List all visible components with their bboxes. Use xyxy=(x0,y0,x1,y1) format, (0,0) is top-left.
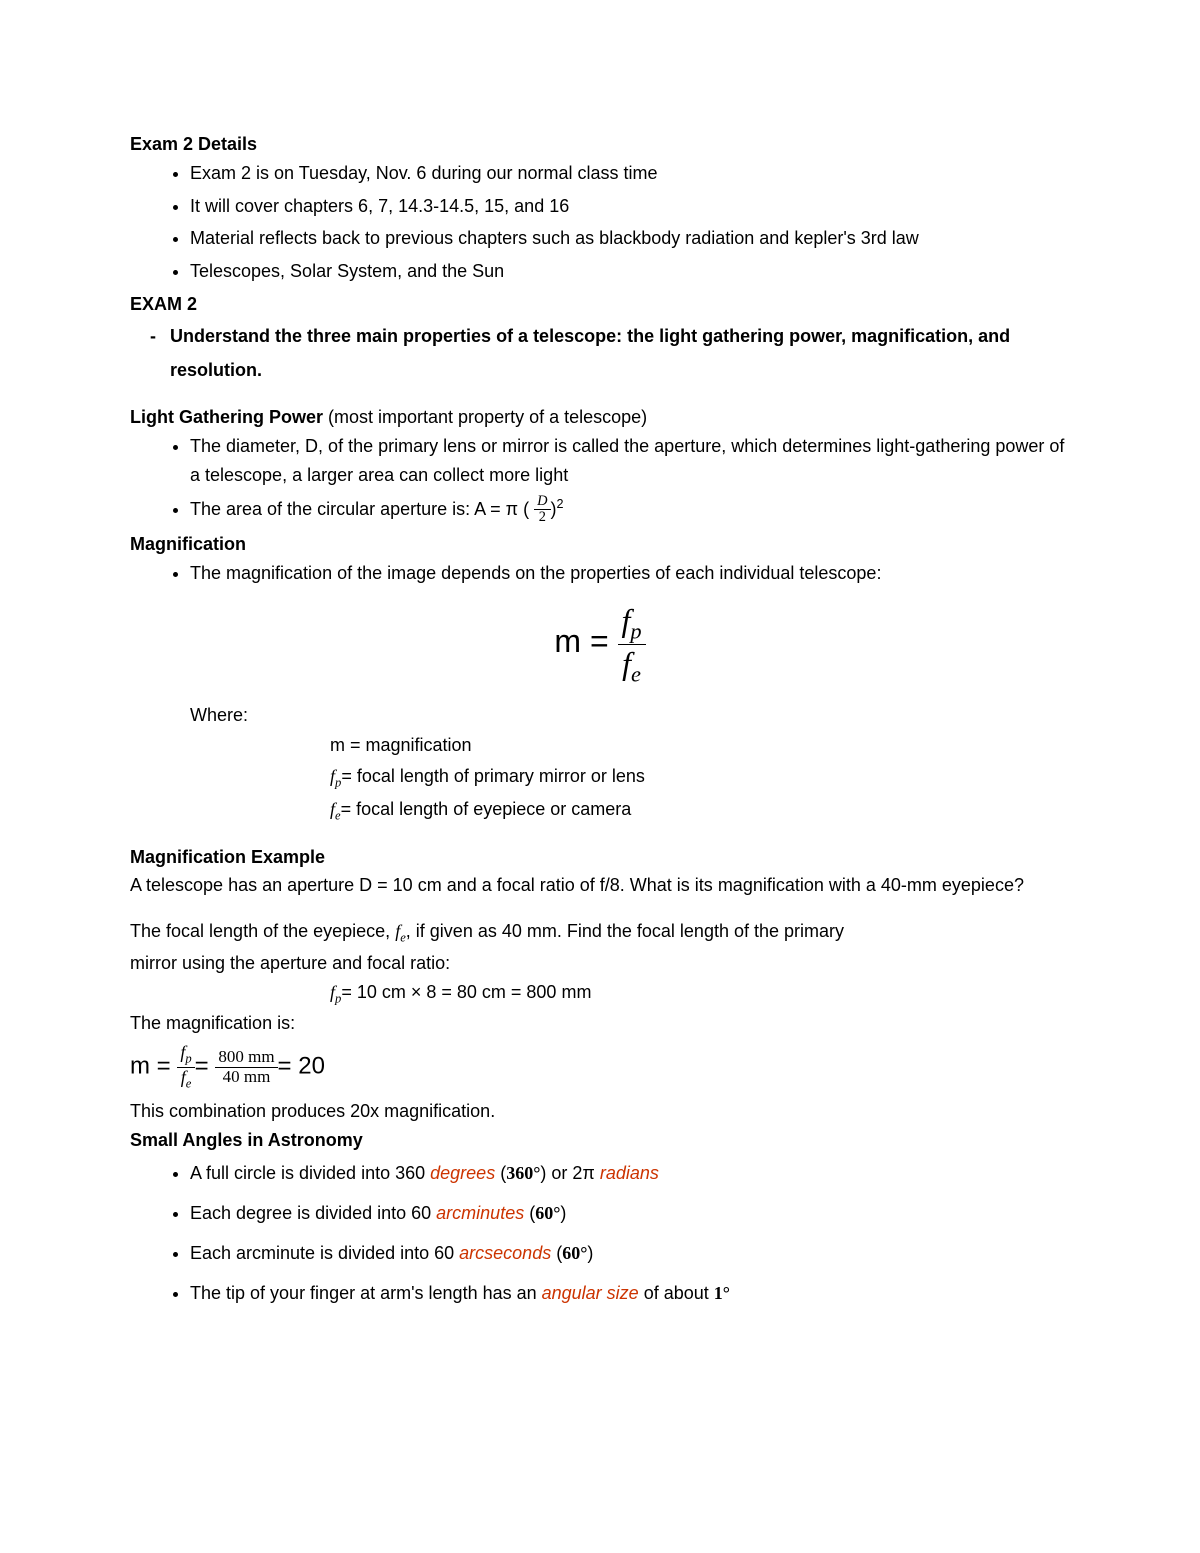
eq-m: m = xyxy=(130,1053,177,1080)
sub-p: p xyxy=(185,1052,191,1066)
mag-item: The magnification of the image depends o… xyxy=(190,559,1070,588)
heading-lgp-row: Light Gathering Power (most important pr… xyxy=(130,403,1070,432)
t: ) or 2π xyxy=(540,1163,599,1183)
val-60: 60° xyxy=(562,1243,587,1263)
heading-exam2: EXAM 2 xyxy=(130,290,1070,319)
eq-f: f xyxy=(622,645,631,681)
angles-list: A full circle is divided into 360 degree… xyxy=(130,1155,1070,1311)
example-calc: fp= 10 cm × 8 = 80 cm = 800 mm xyxy=(130,978,1070,1009)
ex-den1: fe xyxy=(177,1068,194,1091)
def-fe: fe= focal length of eyepiece or camera xyxy=(130,794,1070,827)
document-page: Exam 2 Details Exam 2 is on Tuesday, Nov… xyxy=(0,0,1200,1553)
example-step2: mirror using the aperture and focal rati… xyxy=(130,949,1070,978)
angle-item: The tip of your finger at arm's length h… xyxy=(190,1275,1070,1311)
angle-item: Each arcminute is divided into 60 arcsec… xyxy=(190,1235,1070,1271)
t: A full circle is divided into 360 xyxy=(190,1163,430,1183)
detail-item: Material reflects back to previous chapt… xyxy=(190,224,1070,253)
heading-exam2-details: Exam 2 Details xyxy=(130,130,1070,159)
val-360: 360° xyxy=(506,1163,540,1183)
magnification-equation: m = fpfe xyxy=(130,602,1070,687)
angle-item: Each degree is divided into 60 arcminute… xyxy=(190,1195,1070,1231)
example-question: A telescope has an aperture D = 10 cm an… xyxy=(130,871,1070,900)
step1-d: , if given as 40 mm. Find the focal leng… xyxy=(406,921,844,941)
t: ( xyxy=(495,1163,506,1183)
heading-lgp: Light Gathering Power xyxy=(130,407,323,427)
calc-text: = 10 cm × 8 = 80 cm = 800 mm xyxy=(341,982,591,1002)
step1-a: The focal length of the eyepiece, xyxy=(130,921,395,941)
frac-num: D xyxy=(534,494,550,511)
lgp-area-exp: 2 xyxy=(557,497,564,511)
def-fp-text: = focal length of primary mirror or lens xyxy=(341,766,645,786)
heading-mag-example: Magnification Example xyxy=(130,843,1070,872)
kw-arcseconds: arcseconds xyxy=(459,1243,551,1263)
ex-num1: fp xyxy=(177,1043,194,1067)
val-60: 60° xyxy=(535,1203,560,1223)
kw-radians: radians xyxy=(600,1163,659,1183)
eq-mid: = xyxy=(195,1053,216,1080)
exam2-details-list: Exam 2 is on Tuesday, Nov. 6 during our … xyxy=(130,159,1070,286)
kw-arcminutes: arcminutes xyxy=(436,1203,524,1223)
frac-den: 2 xyxy=(534,510,550,526)
kw-degrees: degrees xyxy=(430,1163,495,1183)
exam2-main-list: Understand the three main properties of … xyxy=(130,319,1070,387)
kw-angular-size: angular size xyxy=(542,1283,639,1303)
t: ( xyxy=(524,1203,535,1223)
angle-item: A full circle is divided into 360 degree… xyxy=(190,1155,1070,1191)
t: Each arcminute is divided into 60 xyxy=(190,1243,459,1263)
t: ( xyxy=(551,1243,562,1263)
exam2-main-item: Understand the three main properties of … xyxy=(170,319,1070,387)
eq-end: = 20 xyxy=(278,1053,325,1080)
lgp-note: (most important property of a telescope) xyxy=(323,407,647,427)
eq-fraction: fpfe xyxy=(618,602,646,687)
lgp-list: The diameter, D, of the primary lens or … xyxy=(130,432,1070,526)
ex-frac1: fpfe xyxy=(177,1043,194,1091)
t: ) xyxy=(560,1203,566,1223)
example-step1: The focal length of the eyepiece, fe, if… xyxy=(130,916,1070,949)
mag-list: The magnification of the image depends o… xyxy=(130,559,1070,588)
aperture-fraction: D2 xyxy=(534,494,550,527)
def-fe-text: = focal length of eyepiece or camera xyxy=(341,799,632,819)
def-m: m = magnification xyxy=(130,730,1070,761)
def-fp: fp= focal length of primary mirror or le… xyxy=(130,761,1070,794)
ex-num2: 800 mm xyxy=(215,1048,277,1068)
heading-small-angles: Small Angles in Astronomy xyxy=(130,1126,1070,1155)
eq-m: m = xyxy=(554,623,617,659)
ex-den2: 40 mm xyxy=(215,1068,277,1087)
eq-sub-p: p xyxy=(630,618,641,643)
t: The tip of your finger at arm's length h… xyxy=(190,1283,542,1303)
eq-sub-e: e xyxy=(631,661,641,686)
ex-frac2: 800 mm40 mm xyxy=(215,1048,277,1086)
t: ) xyxy=(587,1243,593,1263)
sub-e: e xyxy=(186,1076,192,1090)
val-1deg: 1° xyxy=(714,1283,730,1303)
lgp-item: The diameter, D, of the primary lens or … xyxy=(190,432,1070,490)
t: Each degree is divided into 60 xyxy=(190,1203,436,1223)
t: of about xyxy=(639,1283,714,1303)
eq-num: fp xyxy=(618,602,646,645)
detail-item: Exam 2 is on Tuesday, Nov. 6 during our … xyxy=(190,159,1070,188)
lgp-item: The area of the circular aperture is: A … xyxy=(190,494,1070,527)
eq-den: fe xyxy=(618,645,646,687)
lgp-area-text: The area of the circular aperture is: A … xyxy=(190,499,534,519)
example-equation: m = fpfe= 800 mm40 mm= 20 xyxy=(130,1043,1070,1091)
heading-magnification: Magnification xyxy=(130,530,1070,559)
detail-item: It will cover chapters 6, 7, 14.3-14.5, … xyxy=(190,192,1070,221)
where-label: Where: xyxy=(130,701,1070,730)
example-conclusion: This combination produces 20x magnificat… xyxy=(130,1097,1070,1126)
example-step3: The magnification is: xyxy=(130,1009,1070,1038)
detail-item: Telescopes, Solar System, and the Sun xyxy=(190,257,1070,286)
